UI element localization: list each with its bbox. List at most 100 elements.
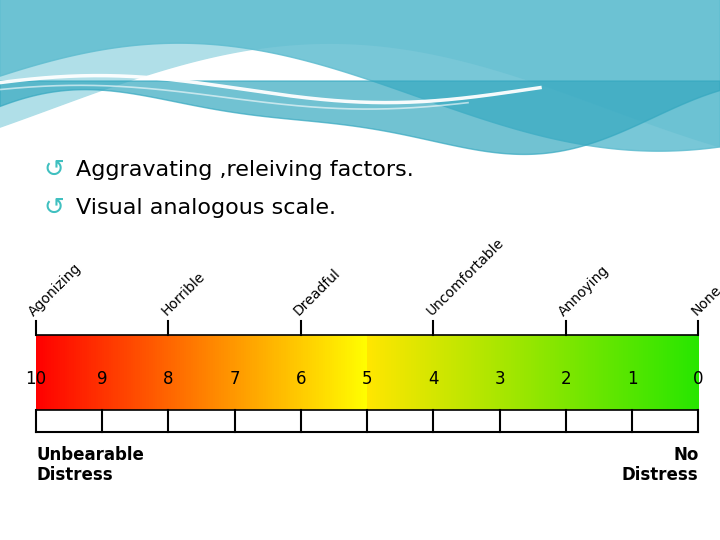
Bar [411,335,414,410]
Text: Agonizing: Agonizing [26,260,84,319]
Bar [632,335,635,410]
Bar [639,335,642,410]
Bar [144,335,147,410]
Text: 2: 2 [561,370,571,388]
Bar [303,335,306,410]
Bar [359,335,361,410]
Bar [676,335,679,410]
Text: 8: 8 [163,370,174,388]
Bar [253,335,255,410]
Bar [683,335,685,410]
Bar [297,335,299,410]
Bar [237,335,240,410]
Bar [531,335,533,410]
Bar [678,335,681,410]
Bar [520,335,522,410]
Bar [423,335,425,410]
Bar [555,335,557,410]
Bar [336,335,339,410]
Bar [276,335,279,410]
Bar [402,335,405,410]
Bar [647,335,650,410]
Bar [624,335,626,410]
Bar [504,335,507,410]
Bar [107,335,109,410]
Text: 0: 0 [693,370,703,388]
Bar [415,335,418,410]
Bar [78,335,81,410]
Bar [36,335,39,410]
Bar [274,335,277,410]
Bar [491,335,493,410]
Bar [117,335,120,410]
Bar [634,335,637,410]
Bar [506,335,509,410]
Bar [451,335,454,410]
Bar [654,335,657,410]
Bar [58,335,60,410]
Bar [425,335,427,410]
Bar [349,335,352,410]
Bar [162,335,164,410]
Bar [129,335,131,410]
Bar [299,335,301,410]
Bar [533,335,536,410]
Bar [593,335,595,410]
Bar [546,335,549,410]
Text: No
Distress: No Distress [622,446,698,484]
Bar [153,335,156,410]
Bar [621,335,624,410]
Bar [246,335,248,410]
Bar [51,335,54,410]
Bar [487,335,489,410]
Bar [382,335,385,410]
Bar [630,335,632,410]
Bar [464,335,467,410]
Bar [431,335,433,410]
Bar [526,335,528,410]
Bar [177,335,180,410]
Bar [380,335,383,410]
Bar [226,335,228,410]
Bar [338,335,341,410]
Bar [579,335,582,410]
Bar [442,335,445,410]
Bar [222,335,224,410]
Bar [243,335,246,410]
Bar [115,335,118,410]
Bar [444,335,447,410]
Bar [341,335,343,410]
Bar [374,335,377,410]
Bar [164,335,166,410]
Bar [173,335,176,410]
Bar [290,335,292,410]
Bar [541,335,544,410]
Bar [56,335,58,410]
Bar [233,335,235,410]
Bar [345,335,348,410]
Bar [264,335,266,410]
Text: None: None [688,283,720,319]
Bar [612,335,615,410]
Bar [323,335,325,410]
Bar [670,335,672,410]
Bar [659,335,661,410]
Bar [42,335,45,410]
Bar [524,335,526,410]
Bar [398,335,400,410]
Bar [674,335,677,410]
Bar [270,335,273,410]
Bar [628,335,630,410]
Bar [325,335,328,410]
Bar [294,335,297,410]
Bar [328,335,330,410]
Bar [471,335,474,410]
Bar [94,335,96,410]
Bar [45,335,48,410]
Bar [690,335,692,410]
Bar [446,335,449,410]
Bar [467,335,469,410]
Bar [688,335,690,410]
Bar [407,335,410,410]
Bar [376,335,379,410]
